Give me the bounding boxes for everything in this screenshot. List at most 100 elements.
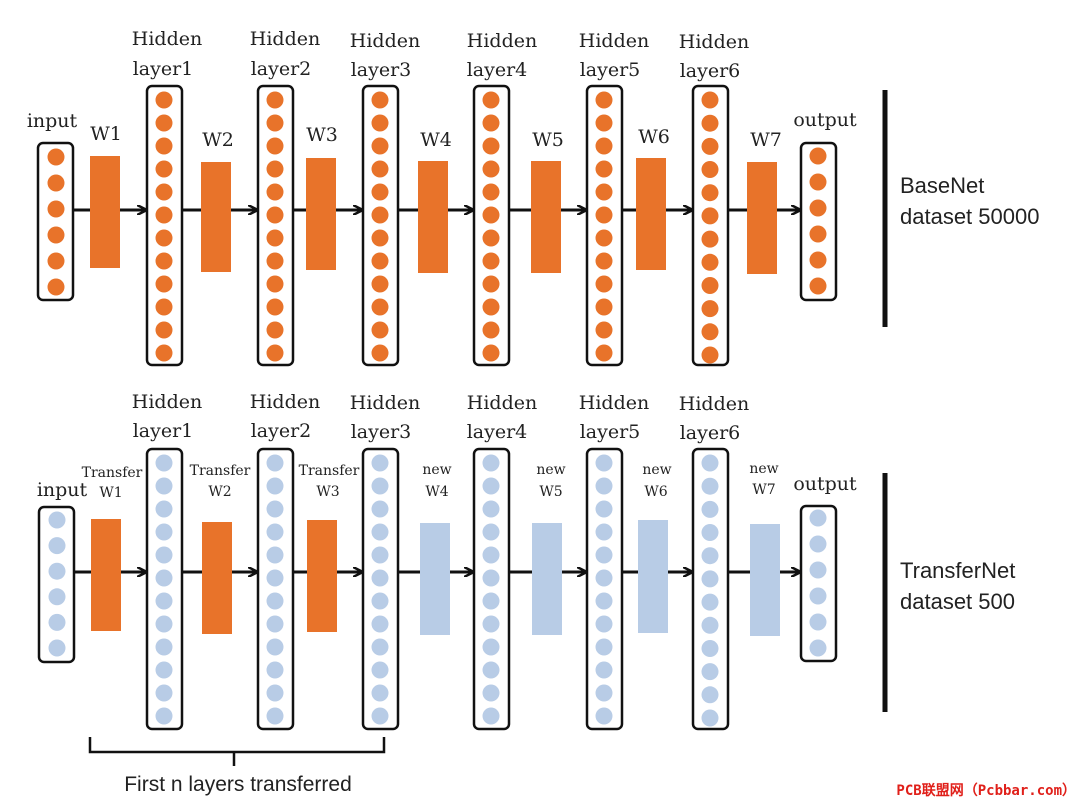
basenet-hidden5-neuron [595,252,613,270]
transfernet-input-layer [37,505,76,664]
basenet-output-neuron [809,251,827,269]
basenet-hidden3-neuron [371,206,389,224]
transfernet-hidden1-neuron [155,523,173,541]
basenet-hidden4-neuron [482,114,500,132]
transfernet-hidden4-neuron [482,454,500,472]
transfernet-weight-label-w1-line2: W1 [99,485,122,501]
transferred-layers-bracket [88,737,386,766]
transfernet-input-neuron [48,588,66,606]
basenet-output-layer [799,141,838,302]
basenet-hidden6-neuron [701,114,719,132]
basenet-hidden-label-1-line2: layer1 [133,58,194,80]
basenet-hidden6-neuron [701,207,719,225]
transfernet-hidden-label-6-line2: layer6 [680,422,741,444]
basenet-hidden3-neuron [371,229,389,247]
transfernet-hidden1-neuron [155,477,173,495]
transfernet-hidden2-neuron [266,454,284,472]
transfernet-weight-block-w2 [202,522,232,634]
transfernet-hidden1-neuron [155,615,173,633]
basenet-hidden2-neuron [266,114,284,132]
basenet-hidden6-neuron [701,230,719,248]
transfernet-hidden-label-1-line1: Hidden [132,391,202,413]
transfernet-hidden-layer2 [256,447,295,731]
basenet-hidden-label-5-line2: layer5 [580,59,641,81]
basenet-hidden-label-2-line2: layer2 [251,58,312,80]
transfernet-hidden-label-4-line1: Hidden [467,392,537,414]
transfernet-weight-label-w2-line2: W2 [208,484,231,500]
basenet-hidden-label-4-line1: Hidden [467,30,537,52]
transfernet-hidden6-neuron [701,547,719,565]
basenet-hidden6-neuron [701,137,719,155]
transfernet-hidden-layer3 [361,447,400,731]
basenet-side-label-line2: dataset 50000 [900,204,1039,229]
basenet-weight-label-w1: W1 [90,123,122,145]
transfernet-hidden-layer1 [145,447,184,731]
transfernet-hidden1-neuron [155,500,173,518]
basenet-hidden1-neuron [155,91,173,109]
transfernet-hidden5-neuron [595,500,613,518]
basenet-weight-block-w3 [306,158,336,270]
transfernet-weight-label-w5-line2: W5 [539,484,562,500]
transfernet-weight-block-w7 [750,524,780,636]
basenet-weight-block-w1 [90,156,120,268]
transfernet-hidden2-neuron [266,477,284,495]
transfernet-hidden2-neuron [266,707,284,725]
transfernet-hidden6-neuron [701,524,719,541]
basenet-hidden5-neuron [595,321,613,339]
transfernet-output-layer [799,504,838,663]
basenet-hidden3-neuron [371,160,389,178]
transfernet-output-neuron [809,561,827,579]
basenet-side-label-line1: BaseNet [900,173,984,198]
transfernet-weight-block-w6 [638,520,668,633]
transfernet-weight-label-w2-line1: Transfer [190,463,251,479]
basenet-hidden-layer1 [145,84,184,367]
basenet-hidden-layer4 [472,84,511,367]
basenet-hidden1-neuron [155,252,173,270]
transfernet-output-neuron [809,509,827,527]
transfernet-hidden4-neuron [482,523,500,541]
basenet-hidden3-neuron [371,252,389,270]
basenet-hidden6-neuron [701,346,719,364]
transfernet-hidden4-neuron [482,615,500,633]
transfernet-weight-block-w1 [91,519,121,631]
basenet-hidden3-neuron [371,91,389,109]
basenet-hidden2-neuron [266,183,284,201]
transfernet-hidden5-neuron [595,546,613,564]
basenet-hidden4-neuron [482,183,500,201]
basenet-output-neuron [809,225,827,243]
basenet-hidden1-neuron [155,206,173,224]
basenet-hidden-label-6-line2: layer6 [680,60,741,82]
transfernet-hidden4-neuron [482,592,500,610]
basenet-weight-label-w4: W4 [420,129,452,151]
transfernet-hidden6-neuron [701,616,719,634]
basenet-hidden1-neuron [155,275,173,293]
transfernet-hidden6-neuron [701,454,719,472]
basenet-hidden4-neuron [482,206,500,224]
transfernet-hidden4-neuron [482,707,500,725]
transfernet-weight-label-w4-line1: new [422,462,451,478]
basenet-hidden-label-1-line1: Hidden [132,28,202,50]
transfernet-hidden1-neuron [155,546,173,564]
basenet-hidden2-neuron [266,206,284,224]
transfernet-hidden3-neuron [371,615,389,633]
transfernet-hidden-label-2-line2: layer2 [251,420,312,442]
transfernet-hidden6-neuron [701,500,719,518]
transfernet-hidden2-neuron [266,638,284,656]
basenet-hidden4-neuron [482,137,500,155]
transfernet-hidden4-neuron [482,500,500,518]
bracket-label: First n layers transferred [124,773,352,796]
transfernet-hidden6-neuron [701,663,719,681]
transfernet-hidden4-neuron [482,684,500,702]
transfernet-hidden6-neuron [701,709,719,727]
basenet-hidden2-neuron [266,344,284,362]
transfernet-hidden-label-4-line2: layer4 [467,421,528,443]
basenet-input-neuron [47,148,65,166]
basenet-hidden6-neuron [701,184,719,202]
transfernet-hidden1-neuron [155,661,173,679]
basenet-hidden1-neuron [155,114,173,132]
transfernet-hidden-label-5-line1: Hidden [579,392,649,414]
transfernet-weight-block-w3 [307,520,337,632]
basenet-hidden2-neuron [266,229,284,247]
transfernet-hidden2-neuron [266,684,284,702]
basenet-hidden4-neuron [482,321,500,339]
